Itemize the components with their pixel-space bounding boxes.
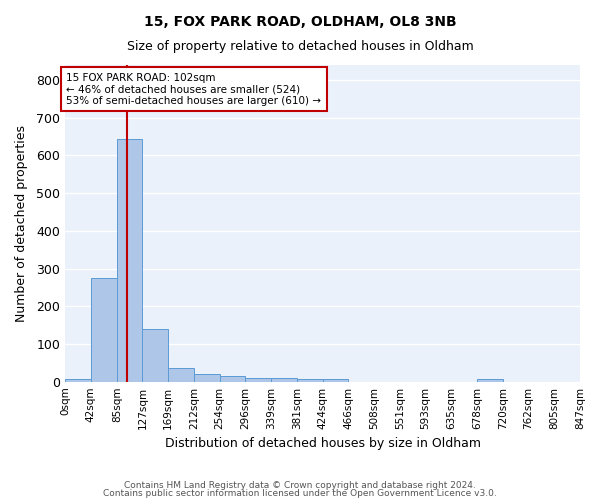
Bar <box>91 278 117 382</box>
Text: Contains HM Land Registry data © Crown copyright and database right 2024.: Contains HM Land Registry data © Crown c… <box>124 481 476 490</box>
Text: 15 FOX PARK ROAD: 102sqm
← 46% of detached houses are smaller (524)
53% of semi-: 15 FOX PARK ROAD: 102sqm ← 46% of detach… <box>67 72 322 106</box>
Bar <box>168 368 194 382</box>
Bar <box>65 378 91 382</box>
Bar <box>271 378 297 382</box>
Text: Contains public sector information licensed under the Open Government Licence v3: Contains public sector information licen… <box>103 488 497 498</box>
Y-axis label: Number of detached properties: Number of detached properties <box>15 125 28 322</box>
Text: 15, FOX PARK ROAD, OLDHAM, OL8 3NB: 15, FOX PARK ROAD, OLDHAM, OL8 3NB <box>143 15 457 29</box>
Bar <box>245 378 271 382</box>
X-axis label: Distribution of detached houses by size in Oldham: Distribution of detached houses by size … <box>164 437 481 450</box>
Bar <box>194 374 220 382</box>
Bar <box>323 379 349 382</box>
Bar <box>142 329 168 382</box>
Bar <box>117 138 142 382</box>
Bar <box>477 379 503 382</box>
Text: Size of property relative to detached houses in Oldham: Size of property relative to detached ho… <box>127 40 473 53</box>
Bar <box>220 376 245 382</box>
Bar <box>297 379 323 382</box>
